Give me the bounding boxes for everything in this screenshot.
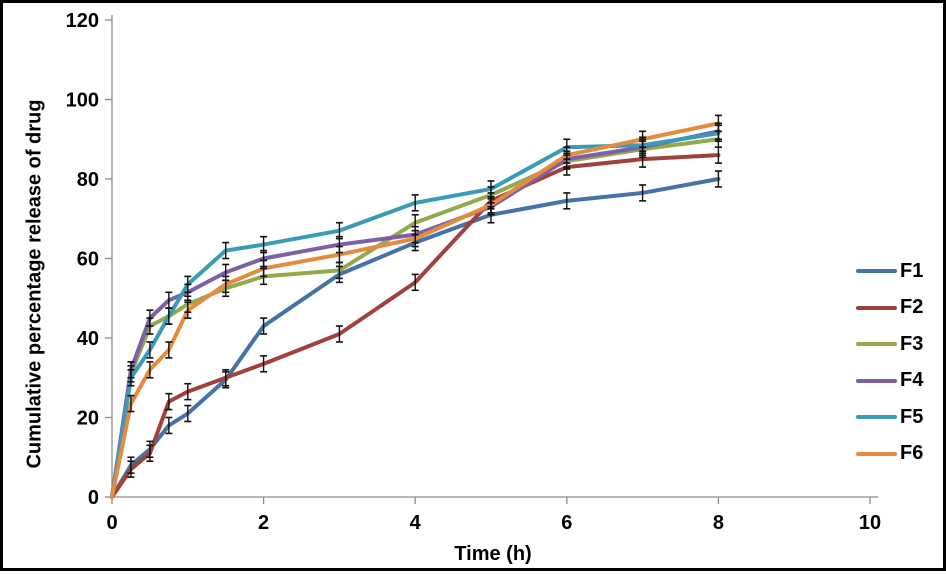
legend-item-F2: F2 bbox=[856, 296, 924, 319]
error-bar-F5 bbox=[146, 341, 154, 359]
x-tick-label: 4 bbox=[410, 512, 422, 534]
error-bar-F6 bbox=[487, 196, 495, 214]
legend: F1 F2 F3 F4 F5 F6 bbox=[856, 260, 923, 465]
error-bar-F6 bbox=[127, 394, 135, 413]
y-tick-label: 40 bbox=[77, 328, 99, 350]
error-bar-F6 bbox=[714, 114, 722, 133]
error-bar-F5 bbox=[222, 241, 230, 260]
y-tick-label: 20 bbox=[77, 408, 99, 430]
error-bar-F2 bbox=[260, 355, 268, 373]
error-bar-F2 bbox=[165, 392, 173, 411]
legend-label-F3: F3 bbox=[900, 332, 924, 355]
error-bar-F6 bbox=[639, 130, 647, 148]
error-bar-F1 bbox=[184, 404, 192, 423]
error-bar-F2 bbox=[222, 368, 230, 387]
x-axis-title: Time (h) bbox=[454, 543, 532, 565]
error-bar-F1 bbox=[165, 416, 173, 435]
error-bar-F5 bbox=[335, 221, 343, 240]
x-tick-label: 2 bbox=[258, 512, 269, 534]
error-bar-F1 bbox=[714, 170, 722, 188]
legend-swatch-F5 bbox=[856, 415, 897, 419]
error-bar-F5 bbox=[411, 194, 419, 212]
legend-item-F6: F6 bbox=[856, 442, 924, 465]
legend-item-F3: F3 bbox=[856, 333, 923, 355]
error-bar-F2 bbox=[127, 460, 135, 478]
legend-label-F4: F4 bbox=[900, 369, 924, 391]
legend-label-F1: F1 bbox=[900, 259, 924, 282]
x-tick-label: 8 bbox=[713, 512, 724, 534]
error-bar-F2 bbox=[184, 382, 192, 401]
series-line-F4 bbox=[110, 129, 721, 499]
y-tick-label: 0 bbox=[88, 487, 99, 509]
y-tick-label: 100 bbox=[66, 90, 99, 112]
error-bar-F6 bbox=[563, 146, 571, 164]
x-tick-label: 0 bbox=[106, 512, 117, 534]
series-line-F5 bbox=[110, 131, 721, 499]
y-axis-title: Cumulative percentage release of drug bbox=[23, 99, 46, 469]
x-tick-label: 6 bbox=[561, 512, 572, 534]
error-bar-F5 bbox=[184, 275, 192, 294]
error-bar-F2 bbox=[411, 273, 419, 292]
error-bar-F5 bbox=[260, 235, 268, 254]
y-tick-label: 60 bbox=[77, 249, 99, 271]
error-bar-F6 bbox=[146, 361, 154, 379]
legend-swatch-F6 bbox=[856, 451, 897, 456]
legend-label-F5: F5 bbox=[900, 405, 924, 428]
legend-swatch-F4 bbox=[856, 378, 897, 383]
error-bar-F5 bbox=[127, 368, 135, 387]
error-bar-F6 bbox=[260, 259, 268, 278]
error-bar-F4 bbox=[146, 309, 154, 327]
error-bar-F6 bbox=[165, 341, 173, 359]
y-tick-label: 80 bbox=[77, 169, 99, 191]
error-bar-F1 bbox=[639, 184, 647, 202]
series-line-F6 bbox=[110, 121, 721, 499]
error-bar-F2 bbox=[146, 444, 154, 463]
y-tick-label: 120 bbox=[66, 10, 99, 32]
error-bar-F6 bbox=[335, 245, 343, 264]
x-tick-label: 10 bbox=[859, 512, 881, 534]
legend-swatch-F2 bbox=[856, 305, 897, 310]
line-chart-plot: 0 20 40 60 80 100 120 0 2 4 6 8 10 bbox=[66, 10, 882, 534]
error-bar-F2 bbox=[335, 325, 343, 343]
legend-item-F4: F4 bbox=[856, 369, 924, 392]
error-bar-F1 bbox=[563, 192, 571, 210]
legend-item-F1: F1 bbox=[856, 260, 923, 282]
legend-item-F5: F5 bbox=[856, 406, 923, 428]
error-bar-F6 bbox=[411, 229, 419, 248]
legend-swatch-F3 bbox=[856, 342, 897, 346]
legend-swatch-F1 bbox=[856, 269, 897, 273]
legend-label-F6: F6 bbox=[900, 442, 924, 464]
error-bar-F5 bbox=[165, 307, 173, 325]
error-bar-F6 bbox=[184, 301, 192, 319]
legend-label-F2: F2 bbox=[900, 296, 924, 318]
error-bar-F1 bbox=[260, 317, 268, 335]
error-bar-F6 bbox=[222, 275, 230, 294]
